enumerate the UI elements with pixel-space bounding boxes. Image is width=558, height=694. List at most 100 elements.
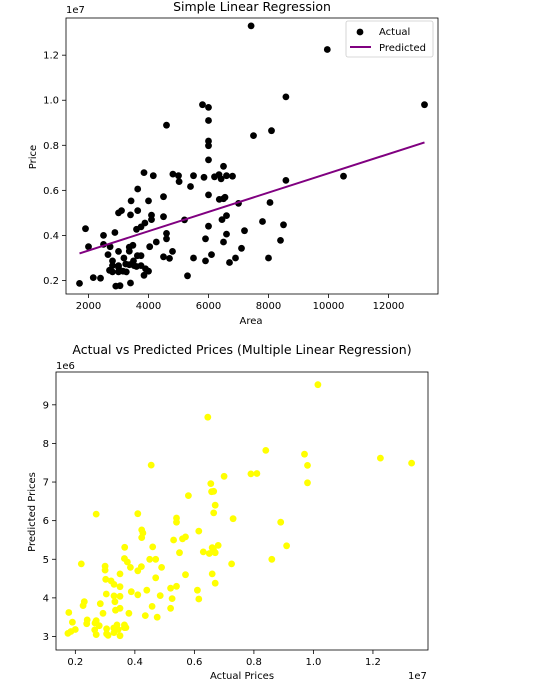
chart2-x-tick-label: 0.8 <box>246 657 262 668</box>
chart2-data-point <box>210 487 218 495</box>
chart2-data-point <box>214 542 222 549</box>
chart1-data-point <box>175 178 183 186</box>
chart1-data-point <box>122 268 130 276</box>
chart1-data-point <box>175 172 182 180</box>
chart2-data-point <box>176 549 183 557</box>
chart1-data-point <box>202 257 209 265</box>
chart2-data-point <box>210 509 218 517</box>
chart2-data-point <box>102 590 110 598</box>
chart2-data-point <box>149 543 157 551</box>
chart2-data-point <box>77 560 85 568</box>
chart1-y-tick-label: 1.2 <box>43 51 59 62</box>
chart1-data-point <box>205 156 212 164</box>
chart1-data-point <box>115 248 122 255</box>
chart1-data-point <box>199 101 206 109</box>
chart1-data-point <box>115 263 122 271</box>
chart1-data-point <box>134 207 142 215</box>
chart2-data-point <box>121 543 129 551</box>
chart1-data-point <box>220 162 227 170</box>
chart2-data-point <box>167 584 175 592</box>
chart1-data-point <box>166 255 173 262</box>
chart2-data-point <box>158 564 166 571</box>
chart2-data-point <box>111 598 119 606</box>
legend-actual-marker <box>356 28 364 36</box>
chart2-data-point <box>101 566 109 574</box>
chart2-data-point <box>205 550 213 557</box>
chart1-data-point <box>277 237 284 244</box>
chart1-data-point <box>205 142 212 150</box>
chart2-y-tick-label: 4 <box>43 593 49 604</box>
chart1-data-point <box>340 172 347 180</box>
chart2-data-point <box>208 570 216 578</box>
chart1-y-tick-label: 0.2 <box>43 276 59 287</box>
chart1-y-tick-label: 0.6 <box>43 186 59 197</box>
chart1-data-point <box>229 172 236 180</box>
chart2-data-point <box>141 612 149 619</box>
chart2-data-point <box>110 629 118 636</box>
chart1-x-tick-label: 8000 <box>256 301 281 312</box>
chart2-data-point <box>153 613 161 621</box>
chart2-y-axis-label: Predicted Prices <box>27 472 38 552</box>
chart1-y-offset-text: 1e7 <box>66 5 85 16</box>
chart1-data-point <box>82 225 89 233</box>
chart1-x-tick-label: 4000 <box>136 301 161 312</box>
legend-actual-label: Actual <box>379 27 410 38</box>
chart2-y-tick-label: 8 <box>43 439 49 450</box>
chart2-data-point <box>268 555 276 563</box>
chart2-data-point <box>92 510 100 518</box>
chart2-data-point <box>195 595 203 603</box>
chart2-data-point <box>121 555 128 562</box>
chart1-data-point <box>120 254 128 262</box>
chart1-data-point <box>205 104 212 111</box>
chart2-data-point <box>408 459 415 467</box>
chart1-data-point <box>148 216 155 224</box>
chart2-marks <box>64 381 415 640</box>
chart1-data-point <box>282 93 290 101</box>
chart1-data-point <box>205 117 212 124</box>
chart2-data-point <box>229 515 237 523</box>
chart2-data-point <box>199 548 207 556</box>
chart2-data-point <box>127 588 135 596</box>
chart2-data-point <box>304 479 311 487</box>
chart1-data-point <box>247 22 255 30</box>
chart1-data-point <box>89 274 97 281</box>
chart1-data-point <box>115 209 122 217</box>
chart1-data-point <box>111 229 119 236</box>
chart2-data-point <box>143 586 151 594</box>
chart1-x-tick-label: 12000 <box>373 301 405 312</box>
chart1-data-point <box>200 173 208 181</box>
chart1-data-point <box>205 222 212 230</box>
chart2-data-point <box>116 583 124 591</box>
chart1-data-point <box>282 177 290 184</box>
chart1-data-point <box>145 197 152 205</box>
chart2-data-point <box>182 571 189 579</box>
chart1-data-point <box>163 235 170 243</box>
chart1-data-point <box>265 254 272 262</box>
chart2-data-point <box>301 450 308 458</box>
chart2-data-point <box>134 591 142 599</box>
chart1-data-point <box>133 225 140 233</box>
chart2-data-point <box>247 470 255 478</box>
chart2-data-point <box>195 527 203 535</box>
chart1-data-point <box>241 227 248 235</box>
chart1-data-point <box>112 282 120 290</box>
chart2-data-point <box>262 447 270 454</box>
chart1-data-point <box>140 169 148 177</box>
chart1-data-point <box>127 197 135 205</box>
multiple-regression-chart: Actual vs Predicted Prices (Multiple Lin… <box>27 342 429 682</box>
chart1-data-point <box>205 191 212 199</box>
chart2-data-point <box>103 625 110 633</box>
chart2-x-tick-label: 1.2 <box>365 657 381 668</box>
chart2-title: Actual vs Predicted Prices (Multiple Lin… <box>72 342 411 357</box>
chart2-data-point <box>96 600 104 608</box>
chart1-data-point <box>146 243 154 251</box>
chart2-data-point <box>102 575 110 583</box>
chart1-data-point <box>125 247 133 255</box>
chart2-y-tick-label: 7 <box>43 478 49 489</box>
chart1-data-point <box>232 254 239 262</box>
chart2-data-point <box>185 492 192 499</box>
chart2-y-offset-text: 1e6 <box>56 361 75 372</box>
chart1-data-point <box>208 251 215 258</box>
chart2-data-point <box>211 549 219 557</box>
